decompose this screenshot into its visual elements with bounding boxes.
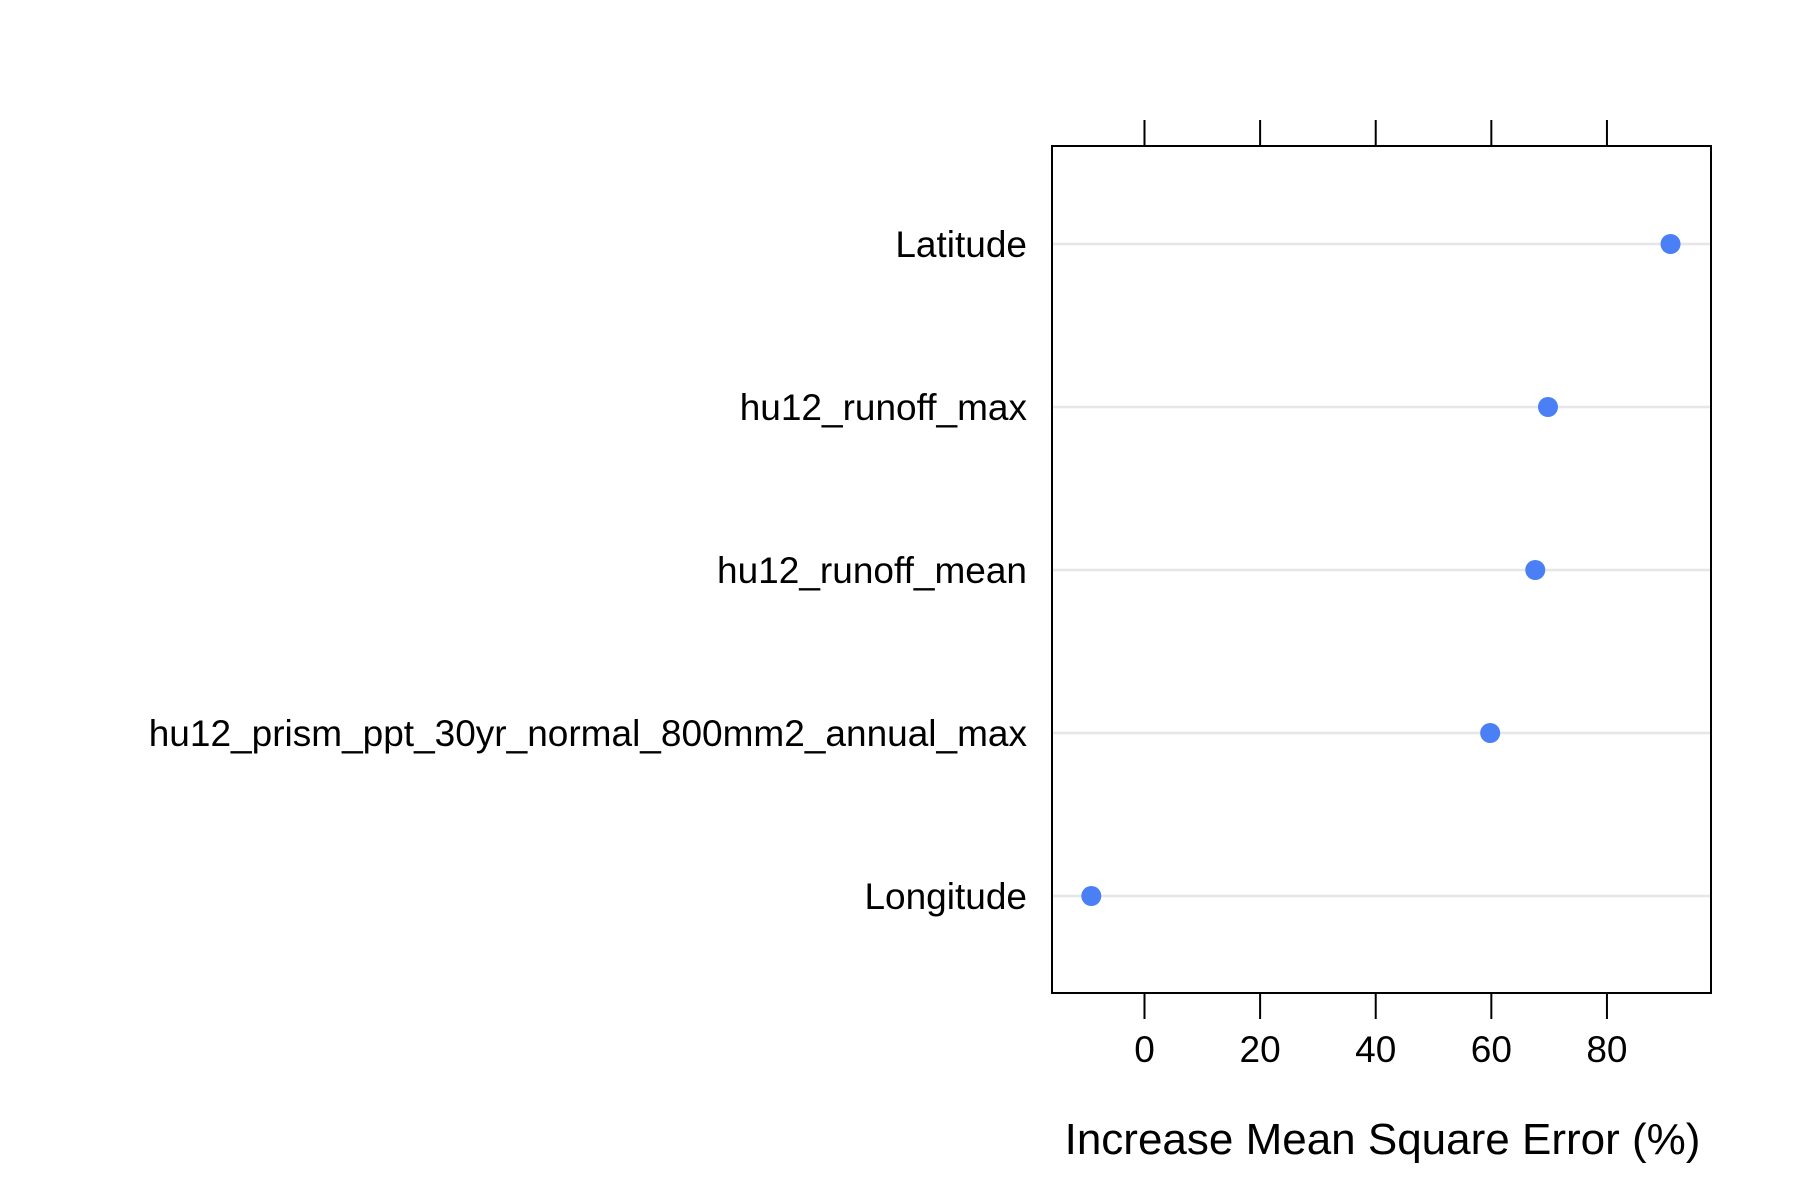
data-point	[1480, 723, 1501, 743]
x-axis-title: Increase Mean Square Error (%)	[1065, 1115, 1701, 1164]
data-point	[1525, 560, 1546, 580]
x-tick-label: 60	[1471, 1029, 1512, 1070]
x-tick-label: 0	[1134, 1029, 1155, 1070]
category-label: Latitude	[895, 224, 1027, 265]
plot-frame	[1051, 145, 1712, 994]
axis-ticks: 0 20 40 60 80	[1134, 120, 1628, 1070]
grid-lines	[1052, 242, 1711, 898]
category-labels: Latitude hu12_runoff_max hu12_runoff_meanh…	[149, 224, 1028, 917]
x-tick-label: 80	[1586, 1029, 1627, 1070]
category-label: hu12_runoff_max	[740, 387, 1028, 428]
category-label: Longitude	[864, 876, 1027, 917]
category-label: hu12_prism_ppt_30yr_normal_800mm2_annual…	[149, 713, 1028, 754]
category-label: hu12_runoff_mean	[717, 550, 1027, 591]
data-point	[1660, 234, 1681, 254]
x-tick-label: 40	[1355, 1029, 1396, 1070]
data-point	[1081, 886, 1102, 906]
data-point	[1537, 397, 1558, 417]
x-tick-label: 20	[1240, 1029, 1281, 1070]
data-points	[1081, 234, 1681, 906]
